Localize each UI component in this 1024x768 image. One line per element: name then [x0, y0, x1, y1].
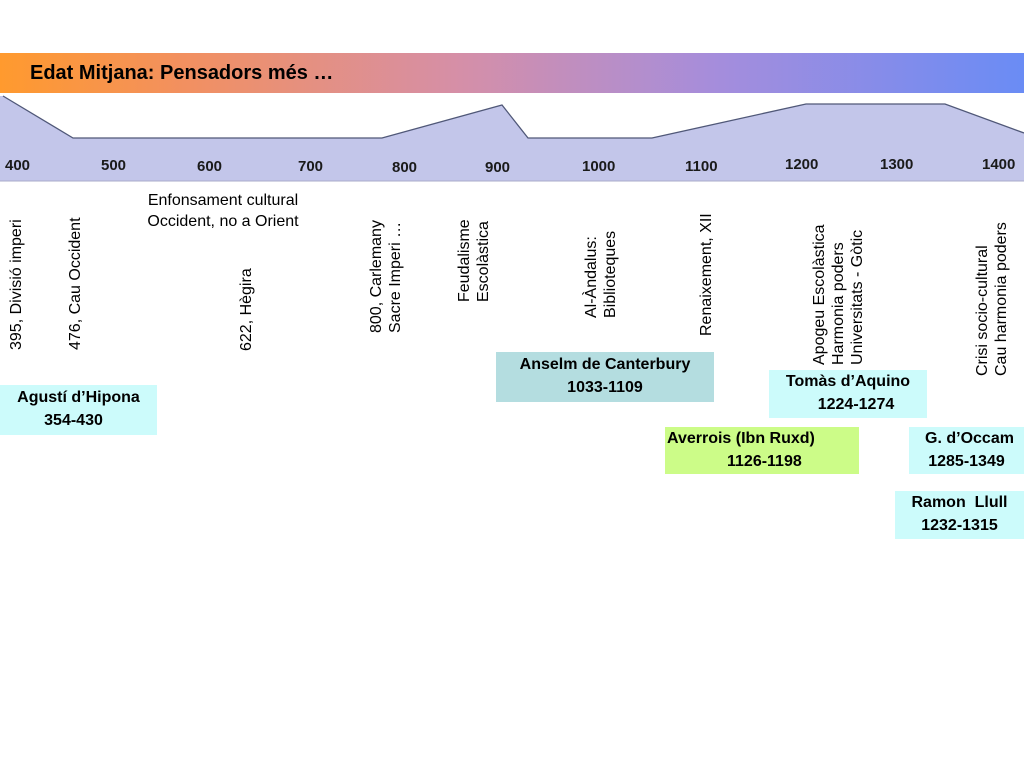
- year-400: 400: [5, 157, 30, 174]
- thinker-name: Ramon Llull: [911, 494, 1008, 511]
- timeline-profile: [0, 96, 1024, 181]
- year-600: 600: [197, 158, 222, 175]
- event-cultural-collapse: Enfonsament cultural Occident, no a Orie…: [147, 192, 299, 230]
- thinker-llull: Ramon Llull 1232-1315: [895, 491, 1024, 539]
- thinker-averroes: Averrois (Ibn Ruxd) 1126-1198: [665, 427, 859, 474]
- event-scholastic-peak: Apogeu Escolàstica Harmonia poders Unive…: [811, 224, 866, 365]
- thinker-augustine: Agustí d’Hipona 354-430: [0, 385, 157, 435]
- year-1200: 1200: [785, 156, 818, 173]
- year-800: 800: [392, 159, 417, 176]
- event-division-empire: 395, Divisió imperi: [8, 219, 25, 350]
- thinker-dates: 1033-1109: [567, 379, 643, 396]
- thinker-ockham: G. d’Occam 1285-1349: [909, 427, 1024, 474]
- year-700: 700: [298, 158, 323, 175]
- year-500: 500: [101, 157, 126, 174]
- thinker-dates: 1232-1315: [921, 517, 998, 534]
- thinker-dates: 354-430: [44, 412, 103, 429]
- thinker-dates: 1126-1198: [727, 453, 802, 470]
- year-1000: 1000: [582, 158, 615, 175]
- thinker-name: Averrois (Ibn Ruxd): [667, 430, 815, 447]
- year-1300: 1300: [880, 156, 913, 173]
- thinker-name: Tomàs d’Aquino: [785, 373, 911, 390]
- thinker-name: G. d’Occam: [925, 430, 1014, 447]
- year-1100: 1100: [685, 158, 718, 175]
- thinker-aquinas: Tomàs d’Aquino 1224-1274: [769, 370, 927, 418]
- event-charlemagne: 800, Carlemany Sacre Imperi …: [368, 220, 404, 333]
- thinker-anselm: Anselm de Canterbury 1033-1109: [496, 352, 714, 402]
- year-900: 900: [485, 159, 510, 176]
- thinker-name: Agustí d’Hipona: [17, 389, 140, 406]
- timeline-outline: [2, 95, 1024, 139]
- page-title: Edat Mitjana: Pensadors més …: [30, 62, 334, 84]
- event-al-andalus: Al-Àndalus: Biblioteques: [583, 230, 619, 318]
- event-renaissance-xii: Renaixement, XII: [698, 213, 715, 336]
- timeline-band: 400 500 600 700 800 900 1000 1100 1200 1…: [0, 95, 1024, 182]
- event-fall-west: 476, Cau Occident: [67, 217, 84, 350]
- thinker-dates: 1224-1274: [817, 396, 895, 413]
- thinker-dates: 1285-1349: [928, 453, 1005, 470]
- event-crisis: Crisi socio-cultural Cau harmonia poders: [974, 222, 1010, 376]
- event-hegira: 622, Hègira: [238, 268, 255, 351]
- event-feudalism: Feudalisme Escolàstica: [456, 219, 492, 302]
- thinker-name: Anselm de Canterbury: [519, 356, 691, 373]
- title-bar: Edat Mitjana: Pensadors més …: [0, 53, 1024, 93]
- year-1400: 1400: [982, 156, 1015, 173]
